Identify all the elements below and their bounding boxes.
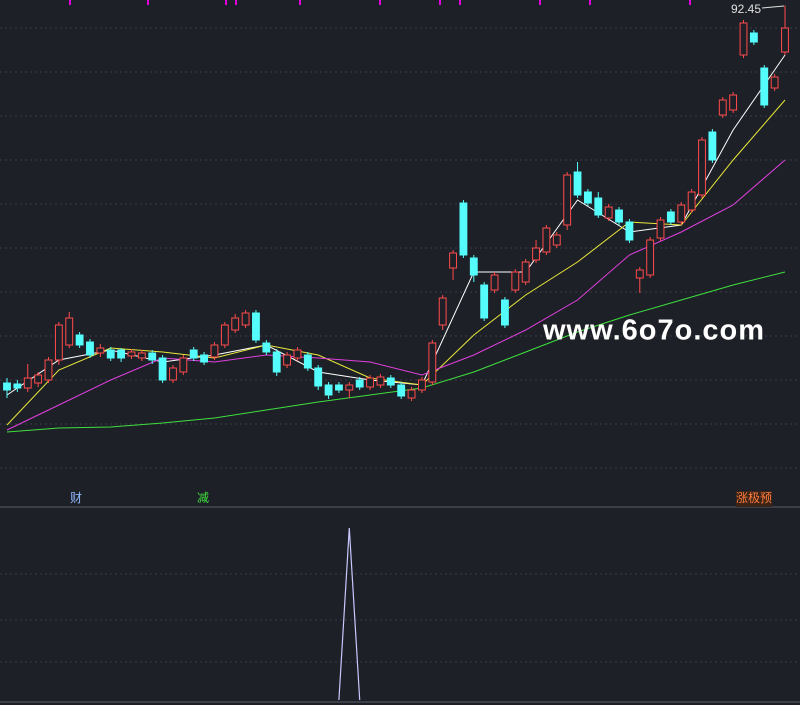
- candle-body: [335, 384, 343, 391]
- candle-body: [355, 379, 364, 388]
- watermark: www.6o7o.com: [542, 315, 765, 347]
- candle-body: [449, 252, 457, 269]
- candle-body: [179, 357, 188, 373]
- candle-body: [23, 377, 32, 389]
- candle-body: [749, 32, 758, 43]
- candle-body: [770, 76, 779, 89]
- candle-body: [96, 347, 105, 354]
- candle-body: [666, 211, 675, 223]
- candle-body: [189, 349, 198, 359]
- candle-body: [729, 94, 738, 111]
- candle-body: [386, 377, 395, 386]
- candle-body: [200, 354, 209, 363]
- candle-body: [687, 191, 696, 211]
- candle-body: [418, 379, 426, 391]
- candle-body: [158, 357, 167, 381]
- candle-body: [106, 349, 115, 359]
- candle-body: [54, 324, 63, 361]
- candle-body: [480, 284, 489, 319]
- candle-body: [75, 334, 84, 346]
- annotation: 涨极预: [736, 490, 772, 505]
- candle-body: [573, 171, 582, 196]
- candle-body: [13, 383, 22, 389]
- candle-body: [646, 239, 655, 276]
- moving-average: [6, 159, 786, 431]
- candle-body: [490, 274, 499, 291]
- indicator-line: [338, 527, 361, 701]
- high-price-label: 92.45: [731, 2, 761, 16]
- candle-body: [677, 204, 686, 223]
- candle-body: [169, 367, 177, 381]
- candle-body: [293, 349, 302, 359]
- moving-average: [6, 99, 786, 426]
- candle-body: [500, 299, 509, 326]
- candle-body: [262, 342, 271, 353]
- candle-body: [44, 359, 53, 381]
- candle-body: [345, 384, 354, 391]
- candle-body: [760, 67, 769, 106]
- candle-body: [615, 209, 623, 223]
- candle-body: [272, 351, 281, 373]
- candle-body: [252, 312, 260, 341]
- candle-body: [303, 354, 312, 369]
- candle-body: [65, 317, 74, 346]
- candle-body: [397, 384, 406, 397]
- candle-body: [366, 377, 374, 388]
- candle-body: [117, 349, 126, 359]
- candle-body: [407, 389, 416, 399]
- high-arrow: [761, 5, 785, 9]
- grid: [0, 27, 800, 663]
- marks: [3, 5, 789, 701]
- candle-body: [283, 354, 292, 366]
- candle-body: [583, 191, 592, 204]
- annotation: 减: [197, 491, 209, 505]
- candle-body: [552, 234, 561, 246]
- candle-body: [241, 312, 250, 326]
- candle-body: [542, 227, 551, 253]
- candle-body: [469, 257, 478, 276]
- candle-body: [324, 384, 333, 396]
- annotation-bg: [736, 491, 772, 507]
- candle-body: [127, 351, 136, 357]
- candle-body: [314, 367, 323, 387]
- candle-body: [376, 376, 385, 386]
- top-markers: [69, 0, 691, 5]
- candle-body: [698, 139, 706, 196]
- candle-body: [511, 271, 520, 291]
- candle-body: [428, 342, 437, 383]
- candle-body: [3, 382, 11, 391]
- moving-average: [6, 271, 786, 433]
- candle-body: [231, 317, 240, 331]
- candle-body: [635, 269, 644, 279]
- candle-body: [148, 352, 157, 361]
- candle-body: [34, 374, 43, 384]
- candle-body: [739, 22, 748, 56]
- candle-body: [594, 197, 603, 216]
- candle-body: [604, 206, 613, 219]
- candle-body: [708, 131, 717, 161]
- candle-body: [521, 261, 530, 283]
- candle-body: [656, 219, 665, 239]
- annotation: 财: [70, 491, 82, 505]
- candle-body: [563, 174, 572, 226]
- candle-body: [220, 324, 229, 346]
- moving-average: [6, 54, 786, 396]
- candle-body: [137, 352, 146, 359]
- candle-body: [718, 99, 727, 116]
- candle-body: [532, 247, 540, 261]
- candle-body: [459, 202, 468, 256]
- candle-body: [86, 341, 94, 356]
- candle-body: [781, 27, 789, 53]
- candle-body: [625, 221, 634, 241]
- candle-body: [210, 344, 219, 358]
- candle-body: [438, 297, 447, 326]
